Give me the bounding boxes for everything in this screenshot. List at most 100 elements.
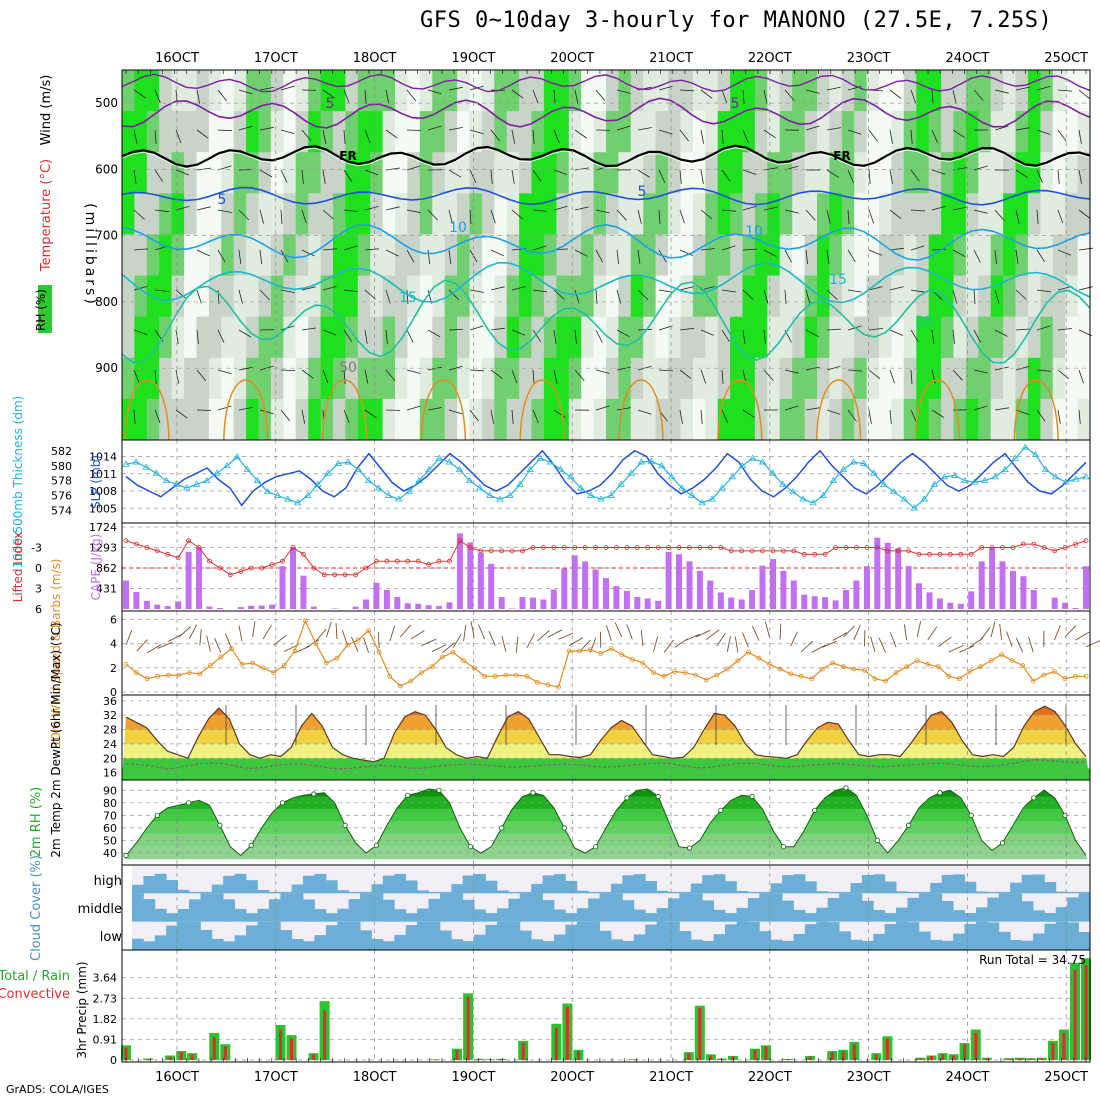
thickness-point [1051,473,1060,480]
rh-cell [233,111,247,153]
wind-barb [658,209,661,225]
wind-speed-point [281,663,287,668]
rh-cell [854,193,868,235]
wind-barb [889,409,892,424]
cape-bar [196,547,202,609]
li-point [781,548,786,554]
cape-bar [185,551,192,609]
li-tick: 6 [35,603,42,616]
precip-convective-bar [731,1056,735,1060]
li-point [1083,538,1089,544]
cloud-bar [702,900,714,922]
rh-cell [208,275,222,318]
rh-cell [419,70,433,112]
wind-barb [616,329,630,338]
wind-barb [658,85,673,91]
cloud-bar [211,938,224,950]
wind-speed-point [355,637,361,643]
thickness-point [1011,454,1019,461]
cape-bar [530,597,536,609]
wind-barb [994,249,997,264]
contour-label: 10 [449,220,467,236]
cloud-bar [611,939,623,950]
cape-bar [853,580,860,609]
wind-barb [343,289,358,292]
cape-bar [436,606,442,609]
rh-cell [246,275,259,318]
wind-speed-point [408,678,414,684]
wind-barb [364,169,379,176]
cloud-bar [1021,901,1034,922]
thickness-point [213,469,221,476]
wind-barb [1078,369,1084,384]
rh-cell [953,152,967,194]
rh-cell [345,70,359,112]
rh-cell [308,234,322,276]
rh-cell [804,275,818,318]
surface-wind-barb [878,637,886,653]
wind-barb [1078,247,1093,251]
rh-cell [668,234,681,276]
thickness-point [415,476,423,484]
thickness-axis-label: 1000-500mb Thickness (dm) [11,396,25,569]
wind-barb [931,329,935,344]
wind-barb [1057,169,1060,184]
precip-tick: 3.64 [93,972,118,985]
surface-wind-barb [790,631,798,647]
rh-cell [630,152,644,194]
rh-cell [829,316,843,359]
wind-barb [322,169,326,184]
precip-convective-bar [554,1028,558,1060]
wind-speed-point [440,654,445,660]
cape-bar [1020,576,1027,609]
rh-cell [246,234,259,276]
surface-wind-barb [214,637,222,653]
precip-convective-bar [919,1058,922,1060]
rh-cell [159,70,173,112]
rh-cell [866,111,880,153]
wind-barb [700,409,703,424]
rh-cell [233,70,247,112]
cloud-bar [519,891,532,894]
wind-barb [994,407,1009,411]
rh-cell [655,193,669,235]
wind-barb [1015,328,1031,331]
rh-cell [668,316,681,359]
rh-cell [928,234,942,276]
precip-convective-bar [488,1059,492,1060]
cloud-bar [850,883,863,894]
cloud-bar [793,934,806,950]
wind-barb [490,369,503,379]
wind-barb [133,89,146,99]
thickness-point [607,491,615,498]
wind-speed-point [724,666,730,672]
wind-barb [805,209,816,221]
cloud-bar [246,880,258,894]
cloud-bar [941,940,954,950]
rh-cell [841,152,855,194]
thickness-point [203,476,211,484]
isotherm-plus5 [121,186,1091,206]
cloud-bar [371,893,384,922]
surface-wind-barb [452,633,462,649]
surface-wind-barb [188,624,198,640]
rh-cell [680,357,694,400]
cloud-bar [998,891,1011,894]
thickness-point [526,465,534,472]
isotherm-plus10 [121,223,1091,261]
cloud-bar [1010,882,1022,894]
rh-cell [941,398,954,441]
surface-wind-barb [463,625,467,642]
cloud-bar [816,907,829,922]
rh-cell [692,234,706,276]
wind-barb [868,209,875,224]
cloud-bar [747,922,760,950]
rh-cell [208,357,222,400]
rh-cell [382,70,396,112]
cloud-bar [1078,893,1091,922]
rh-cell [531,275,545,318]
rh-cell [407,234,421,276]
li-point [321,572,327,578]
rh-cell [1027,152,1041,194]
precip-convective-bar [1073,969,1077,1060]
